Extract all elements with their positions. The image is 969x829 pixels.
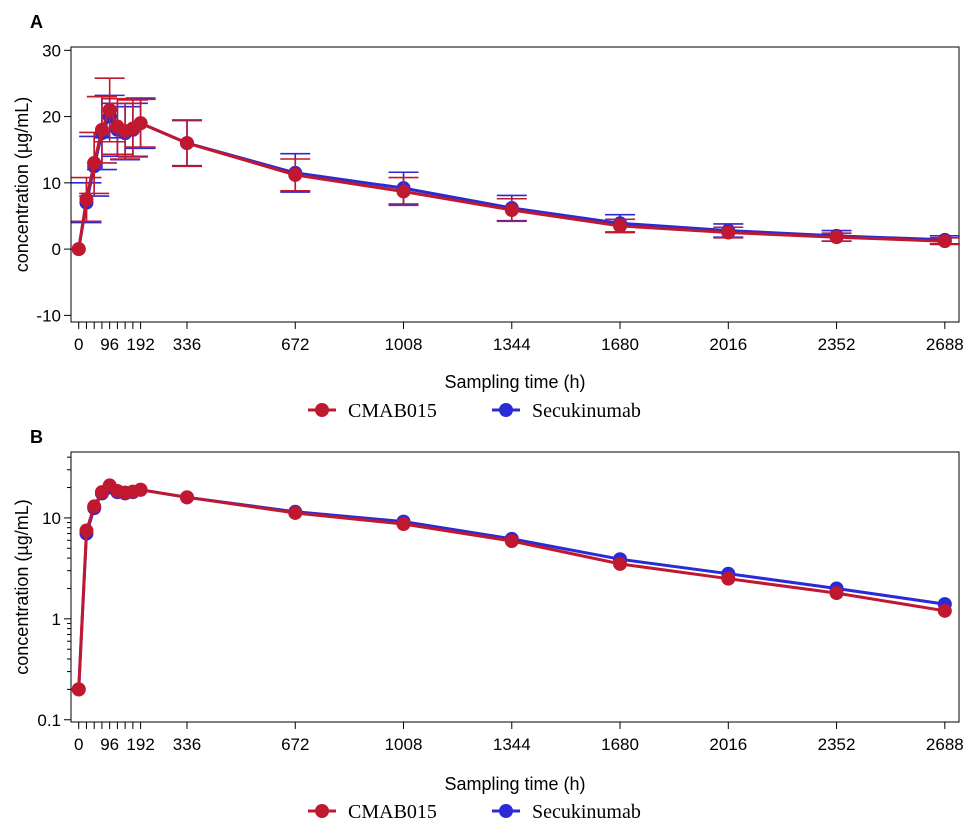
series-line <box>77 106 945 250</box>
y-tick-label: 0.1 <box>37 711 61 730</box>
x-tick-label: 2016 <box>709 735 747 754</box>
series-cmab015 <box>71 77 960 257</box>
x-tick-label: 96 <box>100 735 119 754</box>
legend-label: CMAB015 <box>348 801 437 823</box>
x-tick-label: 672 <box>281 335 309 354</box>
data-point <box>396 517 411 532</box>
y-tick-label: 10 <box>42 174 61 193</box>
series-line <box>77 113 945 250</box>
x-tick-label: 192 <box>126 335 154 354</box>
series-line <box>77 485 946 690</box>
legend-label: CMAB015 <box>348 400 437 422</box>
y-tick-label: 20 <box>42 108 61 127</box>
x-tick-label: 1008 <box>385 735 423 754</box>
y-axis-title: concentration (µg/mL) <box>12 97 32 272</box>
data-point <box>613 556 628 571</box>
y-tick-label: 1 <box>52 610 61 629</box>
data-point <box>937 603 952 618</box>
data-point <box>829 230 844 245</box>
panel-B: B 0.1 1 10 0 96 192 336 672 1008 1344 1680 2016 2352 2… <box>12 427 964 823</box>
x-tick-label: 2352 <box>818 335 856 354</box>
plot-frame <box>70 46 960 323</box>
series-secukinumab <box>71 94 960 257</box>
x-tick-label: 0 <box>74 335 83 354</box>
legend-marker <box>315 804 329 818</box>
series-cmab015 <box>71 478 952 697</box>
data-point <box>396 184 411 199</box>
x-tick-label: 1680 <box>601 335 639 354</box>
data-point <box>829 586 844 601</box>
legend: CMAB015 Secukinumab <box>308 801 641 823</box>
panel-label: B <box>30 427 43 447</box>
x-tick-label: 1344 <box>493 335 531 354</box>
data-point <box>133 116 148 131</box>
legend-marker <box>499 403 513 417</box>
data-point <box>79 192 94 207</box>
data-point <box>71 242 86 257</box>
data-point <box>288 505 303 520</box>
data-point <box>937 234 952 249</box>
x-tick-label: 1008 <box>385 335 423 354</box>
data-point <box>504 203 519 218</box>
x-tick-label: 0 <box>74 735 83 754</box>
x-tick-label: 2688 <box>926 335 964 354</box>
y-tick-label: -10 <box>36 306 61 325</box>
panel-A: A -10 0 10 20 30 0 96 192 336 672 1008 1344 1680 2016 2… <box>12 12 964 422</box>
x-tick-label: 672 <box>281 735 309 754</box>
x-tick-label: 1680 <box>601 735 639 754</box>
y-tick-label: 0 <box>52 240 61 259</box>
legend-label: Secukinumab <box>532 801 641 823</box>
x-tick-label: 2016 <box>709 335 747 354</box>
x-tick-label: 2352 <box>818 735 856 754</box>
data-point <box>288 167 303 182</box>
y-axis-title: concentration (µg/mL) <box>12 499 32 674</box>
panel-label: A <box>30 12 43 32</box>
y-tick-label: 30 <box>42 41 61 60</box>
x-axis-title: Sampling time (h) <box>444 774 585 794</box>
legend: CMAB015 Secukinumab <box>308 400 641 422</box>
data-point <box>94 122 109 137</box>
legend-marker <box>315 403 329 417</box>
plot-frame <box>70 451 960 723</box>
series-secukinumab <box>71 480 952 697</box>
x-tick-label: 2688 <box>926 735 964 754</box>
data-point <box>613 218 628 233</box>
data-point <box>179 136 194 151</box>
x-tick-label: 96 <box>100 335 119 354</box>
y-tick-label: 10 <box>42 509 61 528</box>
x-tick-label: 336 <box>173 735 201 754</box>
data-point <box>79 523 94 538</box>
data-point <box>721 571 736 586</box>
data-point <box>71 682 86 697</box>
data-point <box>179 490 194 505</box>
x-axis-title: Sampling time (h) <box>444 372 585 392</box>
x-tick-label: 1344 <box>493 735 531 754</box>
series-line <box>77 483 946 690</box>
data-point <box>87 499 102 514</box>
legend-marker <box>499 804 513 818</box>
data-point <box>721 225 736 240</box>
data-point <box>87 155 102 170</box>
data-point <box>504 534 519 549</box>
data-point <box>102 102 117 117</box>
x-tick-label: 336 <box>173 335 201 354</box>
data-point <box>133 482 148 497</box>
legend-label: Secukinumab <box>532 400 641 422</box>
x-tick-label: 192 <box>126 735 154 754</box>
